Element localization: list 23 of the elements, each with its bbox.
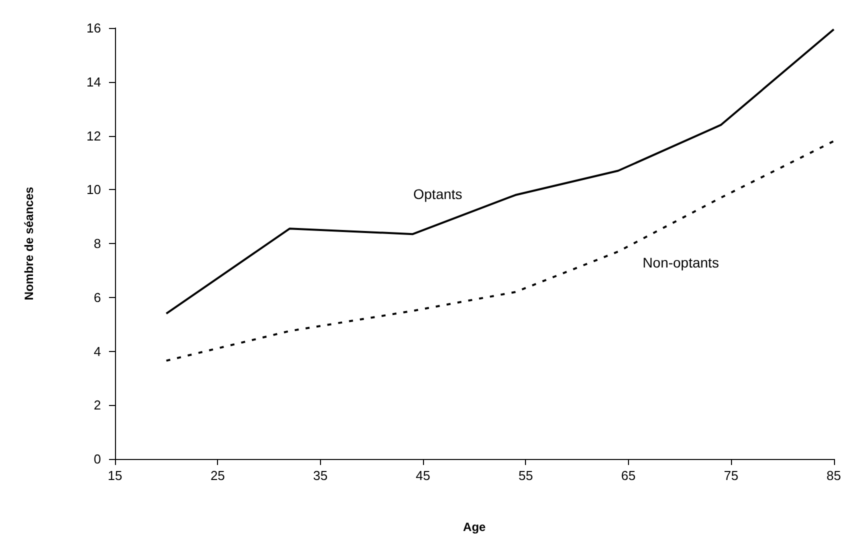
x-tick-label: 15 <box>108 468 122 483</box>
x-tick-label: 85 <box>826 468 842 483</box>
y-tick-label: 6 <box>94 290 101 305</box>
x-tick-label: 55 <box>518 468 533 483</box>
y-tick-label: 12 <box>86 128 101 144</box>
y-tick-label: 0 <box>94 452 101 466</box>
y-tick-label: 14 <box>86 74 101 90</box>
x-tick-label: 75 <box>724 468 738 483</box>
x-tick-label: 35 <box>313 468 328 483</box>
series-label: Non-optants <box>642 254 719 271</box>
y-tick-label: 8 <box>94 236 101 251</box>
x-tick-label: 65 <box>621 468 636 483</box>
series-label: Optants <box>413 186 462 202</box>
y-axis-title: Nombre de séances <box>22 186 36 300</box>
y-tick-label: 16 <box>86 20 101 36</box>
x-axis-title: Age <box>463 520 486 534</box>
x-tick-label: 45 <box>416 468 430 483</box>
line-series <box>165 140 835 362</box>
x-tick-label: 25 <box>210 468 225 483</box>
y-tick-label: 10 <box>86 182 101 198</box>
y-tick-label: 4 <box>94 344 101 359</box>
line-series <box>165 28 835 315</box>
y-tick-label: 2 <box>94 398 101 413</box>
